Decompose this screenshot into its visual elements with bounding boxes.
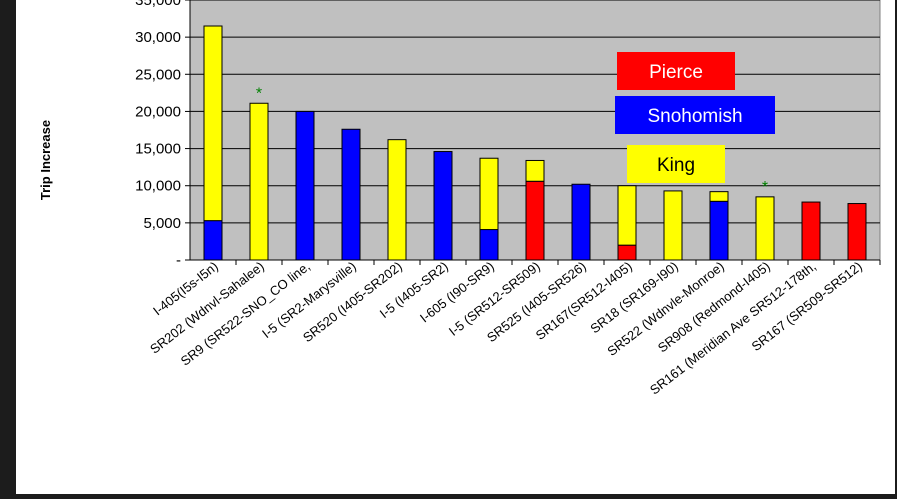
legend-box-king — [627, 145, 725, 183]
legend-label-king: King — [657, 155, 695, 176]
y-tick-label: 5,000 — [143, 215, 181, 232]
y-tick-label: 10,000 — [135, 178, 181, 195]
trip-increase-bar-chart: ** -5,00010,00015,00020,00025,00030,0003… — [38, 0, 881, 398]
bar-pierce-13 — [801, 201, 821, 261]
bars: ** — [203, 25, 867, 261]
bar-snohomish-11 — [709, 200, 729, 261]
bar-king-4 — [387, 139, 407, 261]
y-tick-label: 15,000 — [135, 141, 181, 158]
y-tick-label: 35,000 — [135, 0, 181, 9]
chart-area: * * -5,000 10,000 15,000 20,000 25,000 30,000 3… — [16, 0, 895, 494]
bar-king-9 — [617, 185, 637, 246]
bar-snohomish-0 — [203, 220, 223, 261]
y-tick-label: - — [176, 252, 181, 269]
bar-king-11 — [709, 191, 729, 202]
bar-king-12 — [755, 196, 775, 261]
bar-snohomish-5 — [433, 151, 453, 261]
bar-snohomish-8 — [571, 183, 591, 261]
y-tick-label: 25,000 — [135, 66, 181, 83]
legend-box-pierce — [617, 52, 735, 90]
bar-snohomish-3 — [341, 128, 361, 261]
bar-pierce-9 — [617, 244, 637, 261]
legend-label-snohomish: Snohomish — [647, 106, 742, 127]
y-axis-title: Trip Increase — [38, 120, 53, 200]
legend-box-snohomish — [615, 96, 775, 134]
bar-snohomish-2 — [295, 110, 315, 261]
bar-king-7 — [525, 159, 545, 182]
bar-snohomish-6 — [479, 229, 499, 261]
legend-label-pierce: Pierce — [649, 62, 703, 83]
annotation-star: * — [762, 179, 768, 196]
bar-pierce-14 — [847, 203, 867, 261]
y-tick-label: 30,000 — [135, 29, 181, 46]
bar-king-1 — [249, 102, 269, 261]
bar-king-10 — [663, 190, 683, 261]
annotation-star: * — [256, 85, 262, 102]
bar-pierce-7 — [525, 180, 545, 261]
y-tick-label: 20,000 — [135, 103, 181, 120]
legend: Pierce Snohomish King — [615, 52, 775, 183]
x-tick-label: SR161 (Meridian Ave SR512-178th, — [647, 259, 819, 398]
bar-king-0 — [203, 25, 223, 222]
bar-king-6 — [479, 157, 499, 231]
